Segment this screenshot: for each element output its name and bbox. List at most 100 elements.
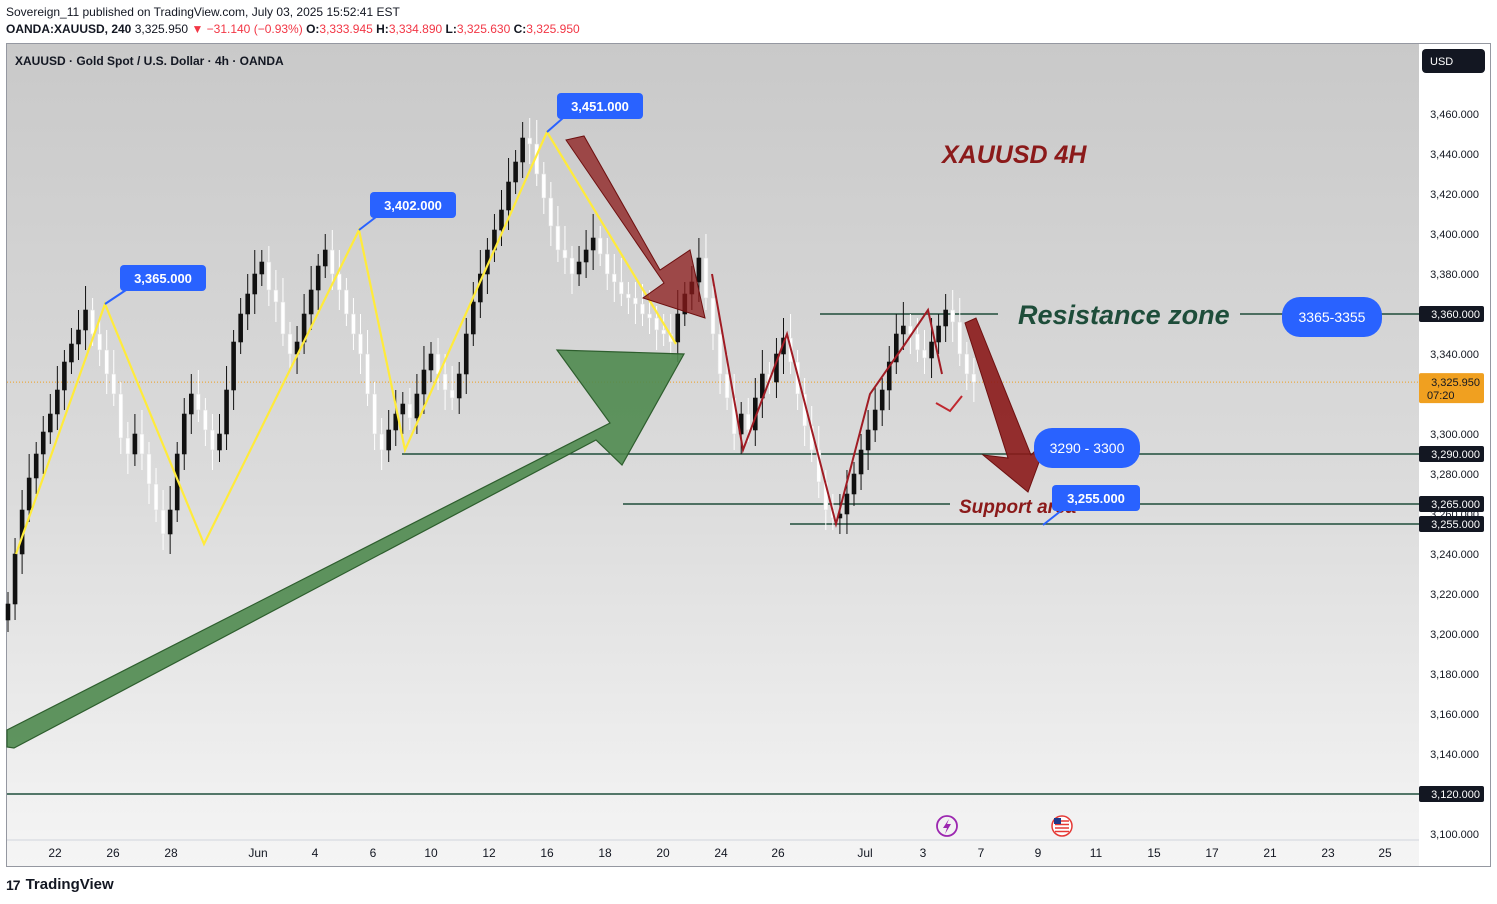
- level-price-tag: [1419, 446, 1484, 462]
- currency-badge: [1422, 49, 1485, 73]
- candle-down: [111, 373, 117, 395]
- red-zigzag-line: [711, 273, 943, 528]
- candle-up: [520, 137, 525, 163]
- candle-up: [513, 161, 518, 183]
- candle-down: [351, 313, 356, 335]
- candle-down: [555, 225, 561, 251]
- candle-down: [915, 333, 920, 351]
- x-tick-label: 20: [656, 846, 670, 860]
- candle-up: [936, 325, 941, 343]
- candle-down: [379, 433, 384, 451]
- x-tick-label: 12: [482, 846, 496, 860]
- x-tick-label: 17: [1205, 846, 1219, 860]
- low-value: 3,325.630: [456, 22, 511, 36]
- candle-down: [548, 197, 554, 227]
- candle-up: [12, 553, 18, 605]
- candle-up: [943, 309, 948, 327]
- candle-down: [661, 329, 666, 335]
- callout-pointer: [358, 216, 377, 231]
- y-tick-label: 3,100.000: [1430, 829, 1479, 841]
- candle-up: [83, 309, 88, 331]
- candle-up: [844, 493, 850, 515]
- candle-up: [470, 301, 476, 335]
- high-label: H:: [376, 22, 389, 36]
- candle-down: [971, 373, 977, 383]
- tradingview-footer: 17 TradingView: [6, 876, 114, 893]
- plot-background: [7, 44, 1419, 866]
- level-price-tag: [1419, 786, 1484, 802]
- candle-up: [901, 325, 906, 335]
- flag-canton-icon: [1054, 818, 1061, 824]
- x-tick-label: 18: [598, 846, 612, 860]
- candle-up: [421, 369, 427, 395]
- x-tick-label: 7: [978, 846, 985, 860]
- candle-down: [541, 173, 547, 199]
- support-callout-pointer: [1042, 509, 1063, 526]
- candle-up: [428, 353, 434, 371]
- candle-down: [597, 237, 603, 255]
- candle-down: [104, 349, 109, 375]
- currency-badge-label: USD: [1430, 56, 1453, 68]
- low-label: L:: [445, 22, 457, 36]
- candle-up: [576, 261, 582, 275]
- candle-down: [654, 317, 659, 331]
- candle-down: [337, 273, 342, 291]
- y-tick-label: 3,280.000: [1430, 469, 1479, 481]
- close-label: C:: [513, 22, 527, 36]
- candle-down: [957, 321, 963, 355]
- swing-high-callout-label: 3,402.000: [384, 198, 442, 213]
- candle-up: [414, 393, 420, 419]
- candle-down: [745, 413, 751, 431]
- candle-up: [132, 433, 138, 455]
- candle-down: [640, 303, 645, 315]
- candle-down: [449, 389, 455, 399]
- x-tick-label: 11: [1090, 846, 1103, 860]
- y-tick-label: 3,340.000: [1430, 349, 1479, 361]
- candle-down: [633, 297, 638, 305]
- callout-pointer: [546, 117, 564, 133]
- candle-down: [724, 373, 730, 399]
- candle-up: [62, 361, 67, 391]
- candle-up: [315, 265, 321, 291]
- candle-up: [40, 431, 46, 455]
- candle-up: [463, 333, 469, 375]
- candle-down: [266, 261, 272, 291]
- candle-down: [626, 293, 631, 299]
- swing-high-callout: [370, 192, 456, 218]
- bearish-arrow-right-icon: [964, 317, 1049, 493]
- y-tick-label: 3,200.000: [1430, 629, 1479, 641]
- candle-up: [69, 343, 74, 363]
- x-tick-label: 25: [1378, 846, 1392, 860]
- candle-up: [696, 257, 702, 283]
- candle-up: [400, 403, 406, 415]
- candle-up: [252, 273, 258, 295]
- candle-up: [456, 373, 462, 399]
- candle-up: [231, 341, 236, 391]
- open-value: 3,333.945: [319, 22, 373, 36]
- candle-down: [139, 433, 145, 455]
- candle-up: [675, 313, 681, 343]
- level-price-tag-label: 3,265.000: [1431, 499, 1480, 511]
- candle-down: [329, 249, 335, 275]
- y-tick-label: 3,140.000: [1430, 749, 1479, 761]
- support-badge: [1052, 485, 1140, 511]
- level-price-tag: [1419, 306, 1484, 322]
- y-tick-label: 3,300.000: [1430, 429, 1479, 441]
- legend-title: XAUUSD · Gold Spot / U.S. Dollar · 4h · …: [15, 54, 284, 68]
- x-tick-label: 22: [48, 846, 62, 860]
- resistance-badge-label: 3365-3355: [1299, 309, 1366, 325]
- candle-up: [393, 413, 399, 431]
- open-label: O:: [306, 22, 320, 36]
- y-tick-label: 3,220.000: [1430, 589, 1479, 601]
- candle-up: [245, 293, 250, 315]
- candle-down: [407, 403, 413, 419]
- y-tick-label: 3,460.000: [1430, 109, 1479, 121]
- tradingview-logo-icon: 17: [6, 876, 21, 893]
- candle-down: [703, 257, 709, 299]
- candle-down: [619, 281, 624, 295]
- x-tick-label: 15: [1147, 846, 1161, 860]
- x-tick-label: 23: [1321, 846, 1335, 860]
- x-tick-label: 6: [370, 846, 377, 860]
- candle-up: [886, 361, 892, 391]
